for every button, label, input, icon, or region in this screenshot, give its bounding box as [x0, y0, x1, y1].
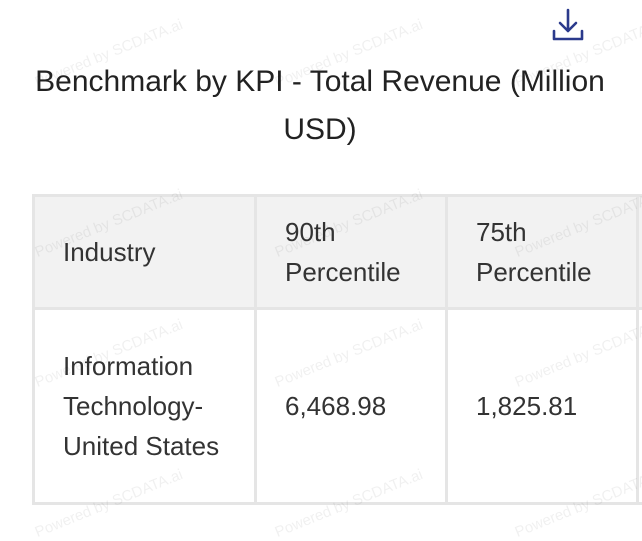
download-button[interactable] — [551, 7, 585, 43]
cell: 1,825.81 — [447, 309, 638, 504]
chart-title: Benchmark by KPI - Total Revenue (Millio… — [30, 58, 610, 154]
cell — [638, 309, 642, 504]
cell: Information Technology-United States — [34, 309, 256, 504]
cell: 6,468.98 — [256, 309, 447, 504]
column-header — [638, 196, 642, 309]
table-container: Industry 90th Percentile 75th Percentile… — [32, 194, 642, 514]
column-header: 90th Percentile — [256, 196, 447, 309]
column-header: 75th Percentile — [447, 196, 638, 309]
header-row: Industry 90th Percentile 75th Percentile — [34, 196, 642, 309]
data-row: Information Technology-United States 6,4… — [34, 309, 642, 504]
table: Industry 90th Percentile 75th Percentile… — [32, 194, 642, 505]
column-header: Industry — [34, 196, 256, 309]
